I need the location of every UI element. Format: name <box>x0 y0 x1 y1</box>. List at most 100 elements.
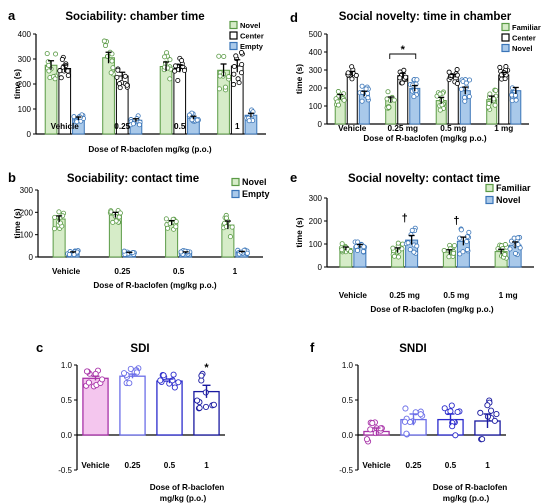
data-point <box>341 91 347 97</box>
data-point <box>391 253 397 259</box>
data-point <box>202 403 210 410</box>
data-point <box>515 235 521 241</box>
x-axis-label: Dose of R-baclofen (mg/kg p.o.) <box>363 134 487 143</box>
legend-swatch <box>501 22 510 32</box>
legend-label: Novel <box>496 195 521 205</box>
y-tick-label: 0 <box>318 120 323 129</box>
x-axis-label: Dose of R-baclofen <box>150 483 225 492</box>
data-point <box>339 247 345 253</box>
y-axis-label: time (s) <box>294 64 304 94</box>
y-tick-label: 1.0 <box>61 361 73 370</box>
data-point <box>492 102 498 108</box>
x-tick-label: Vehicle <box>338 124 367 133</box>
data-point <box>448 402 455 409</box>
data-point <box>210 401 217 408</box>
bar <box>156 380 183 436</box>
x-tick-label: 0.5 <box>445 461 457 470</box>
x-axis-label: Dose of R-baclofen (mg/kg p.o.) <box>93 281 217 290</box>
data-point <box>99 376 106 383</box>
x-tick-label: 0.5 mg <box>440 124 466 133</box>
data-point <box>466 229 472 235</box>
y-tick-label: 400 <box>309 48 323 57</box>
data-point <box>238 70 244 76</box>
data-point <box>170 371 177 378</box>
legend-swatch <box>485 195 494 205</box>
data-point <box>239 50 245 56</box>
data-point <box>175 379 182 386</box>
x-axis-label-line2: mg/kg (p.o.) <box>160 494 207 503</box>
significance-marker: † <box>402 212 408 224</box>
legend-swatch <box>229 20 238 30</box>
data-point <box>359 83 365 89</box>
data-point <box>339 241 345 247</box>
data-point <box>117 210 123 216</box>
y-tick-label: 200 <box>18 80 32 89</box>
x-tick-label: 0.25 <box>125 461 141 470</box>
y-tick-label: 100 <box>18 105 32 114</box>
data-point <box>83 368 91 375</box>
panel-d: d Social novelty: time in chamber 0 100 200 3… <box>290 10 541 143</box>
data-point <box>44 51 50 57</box>
data-point <box>513 97 519 103</box>
data-point <box>85 379 92 386</box>
x-tick-label: 1 <box>233 267 238 276</box>
legend-swatch <box>229 31 238 40</box>
y-tick-label: 0 <box>318 263 323 272</box>
data-point <box>51 226 57 232</box>
data-point <box>57 68 63 74</box>
x-axis-label: Dose of R-baclofen mg/kg (p.o.) <box>88 145 212 154</box>
data-point <box>395 240 401 246</box>
data-point <box>462 98 468 104</box>
x-tick-label: Vehicle <box>51 122 80 131</box>
data-point <box>74 119 80 125</box>
significance-marker: * <box>401 44 406 56</box>
data-point <box>58 75 64 81</box>
data-point <box>458 227 464 233</box>
panel-label: b <box>8 170 16 185</box>
data-point <box>403 74 409 80</box>
data-point <box>65 72 71 78</box>
data-point <box>411 94 417 100</box>
data-point <box>405 240 411 246</box>
data-point <box>399 80 405 86</box>
data-point <box>126 380 133 387</box>
panel-label: e <box>290 170 297 185</box>
y-tick-label: 400 <box>18 30 32 39</box>
data-point <box>171 384 178 391</box>
panel-c: c SDI -0.5 0.0 0.5 1.0 Vehicle 0.25 0.5 1 * Dose of… <box>36 340 225 503</box>
data-point <box>116 214 122 220</box>
legend-label: Center <box>512 34 536 43</box>
data-point <box>454 81 460 87</box>
data-point <box>372 430 379 437</box>
data-point <box>194 397 201 404</box>
legend-label: Empty <box>240 42 264 51</box>
x-tick-label: Vehicle <box>362 461 391 470</box>
data-point <box>401 418 409 425</box>
legend-swatch <box>231 177 240 187</box>
data-point <box>46 68 52 74</box>
data-point <box>353 72 359 78</box>
data-point <box>441 247 447 253</box>
data-point <box>365 90 371 96</box>
data-point <box>178 249 184 255</box>
legend-label: Novel <box>512 44 532 53</box>
data-point <box>157 377 164 384</box>
data-point <box>437 91 443 97</box>
data-point <box>399 246 405 252</box>
chart-title: Sociability: contact time <box>67 173 199 185</box>
legend-swatch <box>231 189 240 199</box>
data-point <box>46 62 52 68</box>
data-point <box>464 239 470 245</box>
legend-label: Familiar <box>512 23 541 32</box>
bar <box>119 375 146 436</box>
data-point <box>446 69 452 75</box>
x-tick-label: 1 <box>485 461 490 470</box>
x-tick-label: 0.5 <box>173 267 185 276</box>
data-point <box>117 81 123 87</box>
data-point <box>512 250 518 256</box>
data-point <box>179 58 185 64</box>
data-point <box>458 86 464 92</box>
panel-label: a <box>8 8 16 23</box>
data-point <box>463 80 469 86</box>
data-point <box>173 63 179 69</box>
